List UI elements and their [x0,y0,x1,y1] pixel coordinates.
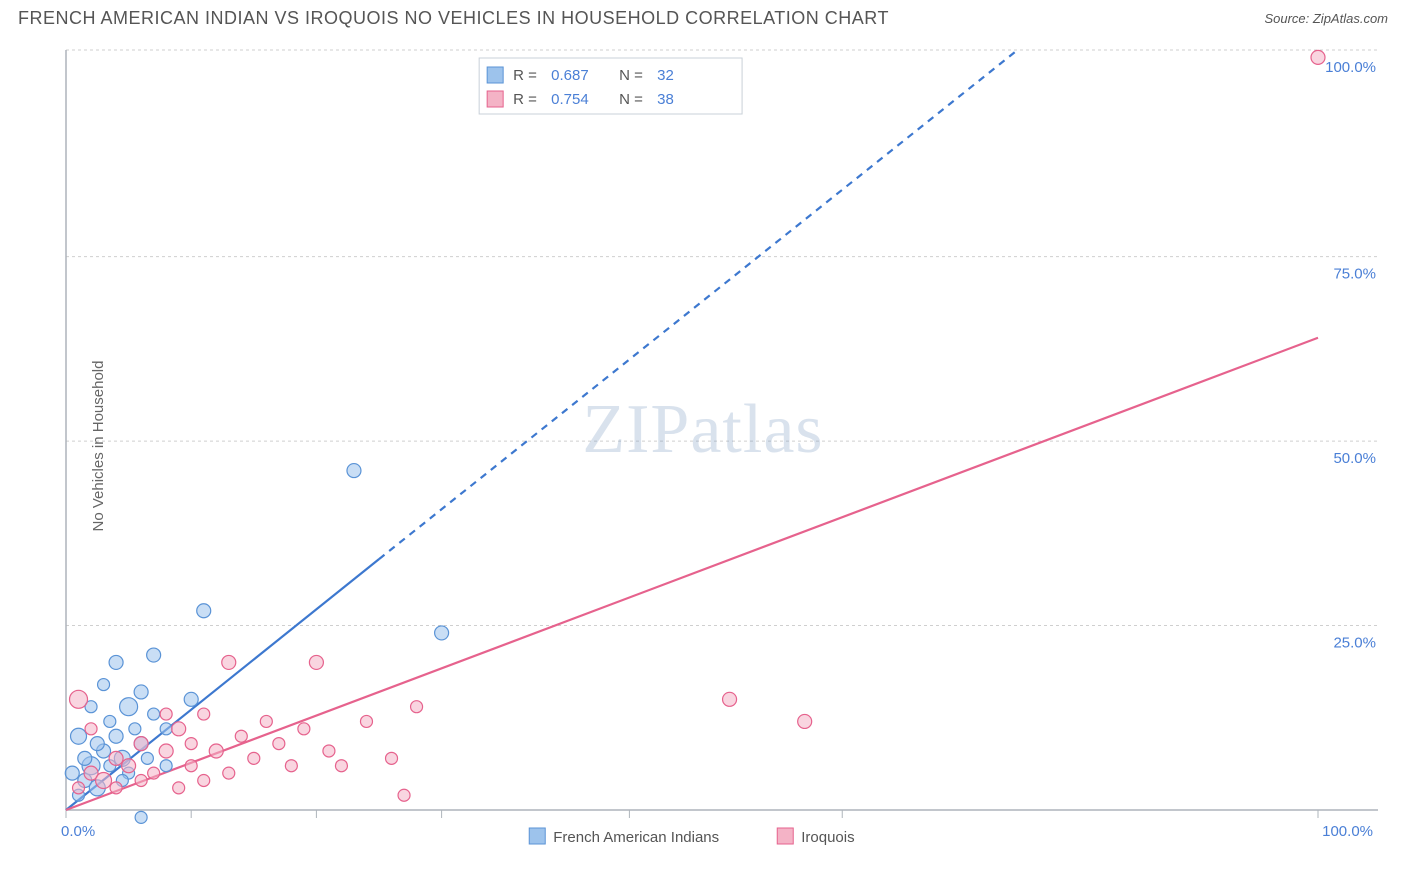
data-point [173,782,185,794]
data-point [104,715,116,727]
data-point [160,760,172,772]
y-axis-label: No Vehicles in Household [90,361,107,532]
data-point [109,655,123,669]
data-point [197,604,211,618]
data-point [160,723,172,735]
data-point [223,767,235,779]
data-point [109,729,123,743]
data-point [172,722,186,736]
legend-n-label: N = [619,91,643,108]
data-point [198,708,210,720]
data-point [78,751,92,765]
data-point [185,738,197,750]
data-point [96,772,112,788]
data-point [71,728,87,744]
data-point [141,752,153,764]
data-point [129,723,141,735]
data-point [323,745,335,757]
data-point [285,760,297,772]
data-point [160,708,172,720]
legend-swatch [529,828,545,844]
data-point [335,760,347,772]
data-point [723,692,737,706]
legend-series-label: French American Indians [553,829,719,846]
data-point [260,715,272,727]
data-point [411,701,423,713]
source-attribution: Source: ZipAtlas.com [1264,11,1388,26]
data-point [85,723,97,735]
data-point [135,774,147,786]
data-point [98,679,110,691]
legend-n-value: 32 [657,67,674,84]
legend-r-label: R = [513,91,537,108]
legend-swatch [777,828,793,844]
data-point [235,730,247,742]
data-point [70,690,88,708]
data-point [1311,50,1325,64]
legend-n-value: 38 [657,91,674,108]
data-point [73,782,85,794]
data-point [147,648,161,662]
data-point [90,737,104,751]
legend-r-label: R = [513,67,537,84]
data-point [120,698,138,716]
data-point [222,655,236,669]
legend-swatch [487,67,503,83]
data-point [386,752,398,764]
data-point [273,738,285,750]
data-point [110,782,122,794]
header: FRENCH AMERICAN INDIAN VS IROQUOIS NO VE… [0,0,1406,33]
data-point [184,692,198,706]
data-point [134,737,148,751]
x-tick-label: 100.0% [1322,823,1373,840]
data-point [148,767,160,779]
legend-r-value: 0.687 [551,67,589,84]
data-point [298,723,310,735]
data-point [248,752,260,764]
legend-swatch [487,91,503,107]
data-point [65,766,79,780]
y-tick-label: 25.0% [1333,635,1376,652]
data-point [135,811,147,823]
data-point [360,715,372,727]
y-tick-label: 75.0% [1333,266,1376,283]
data-point [435,626,449,640]
data-point [347,464,361,478]
trend-line-solid [66,338,1318,810]
chart-title: FRENCH AMERICAN INDIAN VS IROQUOIS NO VE… [18,8,889,29]
y-tick-label: 100.0% [1325,59,1376,76]
data-point [185,760,197,772]
data-point [109,751,123,765]
data-point [309,655,323,669]
data-point [398,789,410,801]
data-point [148,708,160,720]
chart-container: No Vehicles in Household ZIPatlas 25.0%5… [18,40,1388,852]
x-tick-label: 0.0% [61,823,95,840]
data-point [798,714,812,728]
data-point [198,774,210,786]
data-point [122,759,136,773]
legend-series-label: Iroquois [801,829,854,846]
data-point [209,744,223,758]
legend-n-label: N = [619,67,643,84]
trend-line-dashed [379,50,1018,559]
data-point [159,744,173,758]
legend-r-value: 0.754 [551,91,589,108]
data-point [134,685,148,699]
scatter-chart: 25.0%50.0%75.0%100.0%0.0%100.0%R =0.687N… [18,40,1388,852]
y-tick-label: 50.0% [1333,450,1376,467]
